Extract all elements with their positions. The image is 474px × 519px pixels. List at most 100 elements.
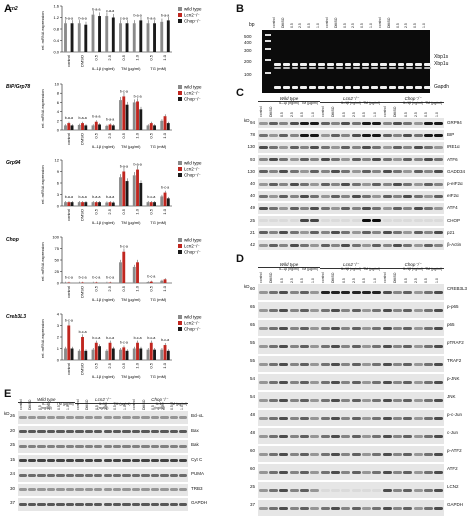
x-tick-label: 0.5 <box>148 208 153 214</box>
x-tick-label: control <box>66 286 71 298</box>
gel-lane-label: control <box>271 17 276 28</box>
band <box>341 133 351 137</box>
band <box>310 470 320 474</box>
band <box>18 502 27 506</box>
bp-marker: 100 <box>244 72 252 77</box>
band <box>341 434 351 438</box>
gel-lane-label: 2.5 <box>404 23 409 28</box>
band <box>434 326 444 330</box>
band <box>103 502 112 506</box>
group-header: IL-1β (ng/ml) <box>403 101 423 105</box>
blot-row <box>258 130 444 141</box>
band <box>150 488 160 492</box>
band <box>361 308 372 312</box>
band <box>382 398 392 402</box>
band <box>382 182 392 186</box>
band <box>258 506 268 510</box>
band <box>268 158 279 162</box>
lane-label: control <box>321 272 325 283</box>
band <box>392 206 403 210</box>
band <box>330 416 341 420</box>
blot-row <box>258 240 444 251</box>
band <box>361 326 372 330</box>
band <box>179 488 188 492</box>
band <box>434 145 444 149</box>
band <box>330 290 341 294</box>
band <box>289 416 299 420</box>
band <box>392 182 403 186</box>
band <box>310 158 320 162</box>
gapdh-gel-label: Gapdh <box>434 84 450 90</box>
band <box>330 506 341 510</box>
gel-lane-label: 0.5 <box>395 23 400 28</box>
legend-swatch <box>178 250 182 254</box>
xbp1-band <box>326 67 334 69</box>
band <box>434 158 444 162</box>
chart-title: Creb3L3 <box>6 314 26 320</box>
band <box>361 231 372 235</box>
band <box>279 158 289 162</box>
band <box>423 182 434 186</box>
y-tick-label: 8 <box>57 91 60 96</box>
band <box>382 121 392 125</box>
band <box>268 452 279 456</box>
lane-label: 2.5 <box>290 112 294 117</box>
band <box>330 219 341 223</box>
group-header: IL-1β (ng/ml) <box>279 267 299 271</box>
bar <box>77 350 81 360</box>
band <box>413 488 423 492</box>
band <box>258 290 268 294</box>
band <box>299 380 310 384</box>
group-header: IL-1β (ng/ml) <box>341 101 361 105</box>
protein-label: CHOP <box>447 217 461 223</box>
protein-label: GRP94 <box>447 120 462 125</box>
panel-label-b: B <box>236 3 244 15</box>
band <box>413 121 423 125</box>
band <box>351 362 361 366</box>
blot-row <box>258 392 444 408</box>
band <box>372 219 382 223</box>
xbp1-band <box>282 67 290 69</box>
bar <box>132 266 136 283</box>
band <box>372 326 382 330</box>
band <box>279 231 289 235</box>
blot-row <box>258 302 444 318</box>
band <box>94 430 103 434</box>
band <box>320 219 330 223</box>
legend-label: Chop⁻/⁻ <box>184 97 201 102</box>
band <box>279 206 289 210</box>
band <box>361 133 372 137</box>
band <box>56 444 65 448</box>
bar-chart-0: Lcn2 rel. mRNA expression 0.0 0.4 0.8 1.2 1.6 b… <box>6 4 202 72</box>
band <box>289 380 299 384</box>
band <box>330 326 341 330</box>
band <box>56 430 65 434</box>
bar <box>84 202 88 206</box>
band <box>27 488 37 492</box>
bar <box>132 23 136 52</box>
y-tick-label: 4 <box>57 109 60 114</box>
bar <box>81 202 84 206</box>
gel-lane-label: 1.0 <box>316 23 321 28</box>
bar <box>91 125 95 130</box>
y-tick-label: 0 <box>57 128 60 133</box>
group-label: IL-1β (ng/ml) <box>92 220 115 225</box>
band <box>351 470 361 474</box>
band <box>372 243 382 247</box>
band <box>103 430 112 434</box>
gapdh-band <box>388 86 396 89</box>
mw-marker: 20 <box>9 427 15 433</box>
band <box>299 231 310 235</box>
band <box>423 326 434 330</box>
xbp1-band <box>291 63 299 66</box>
x-tick-label: 2.5 <box>107 132 112 138</box>
y-tick-label: 0.8 <box>53 27 59 32</box>
xbp1-band <box>353 63 361 66</box>
band <box>169 488 179 492</box>
lane-label: 1.0 <box>310 278 315 283</box>
band <box>299 219 310 223</box>
band <box>179 415 188 419</box>
blot-row <box>18 483 188 496</box>
mw-marker: 40 <box>249 193 255 199</box>
band <box>279 121 289 125</box>
